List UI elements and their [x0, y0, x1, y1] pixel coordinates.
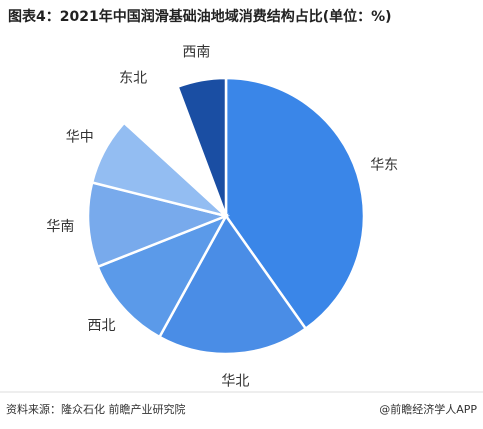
slice-label: 西北 — [87, 318, 115, 334]
credit: @前瞻经济学人APP — [379, 402, 477, 416]
pie-slice — [96, 213, 229, 339]
slice-label: 华南 — [46, 219, 74, 235]
pie-slice — [157, 213, 308, 356]
chart-title: 图表4：2021年中国润滑基础油地域消费结构占比(单位：%) — [8, 8, 392, 25]
source: 资料来源：隆众石化 前瞻产业研究院 — [6, 402, 186, 416]
slice-label: 东北 — [119, 70, 147, 86]
slice-label: 华北 — [221, 374, 249, 390]
pie-slice — [224, 76, 366, 331]
pie-slice — [176, 76, 228, 217]
pie-slice — [86, 181, 231, 269]
slice-label: 华东 — [370, 158, 398, 174]
slice-label: 华中 — [66, 129, 94, 145]
slice-label: 西南 — [182, 45, 210, 61]
